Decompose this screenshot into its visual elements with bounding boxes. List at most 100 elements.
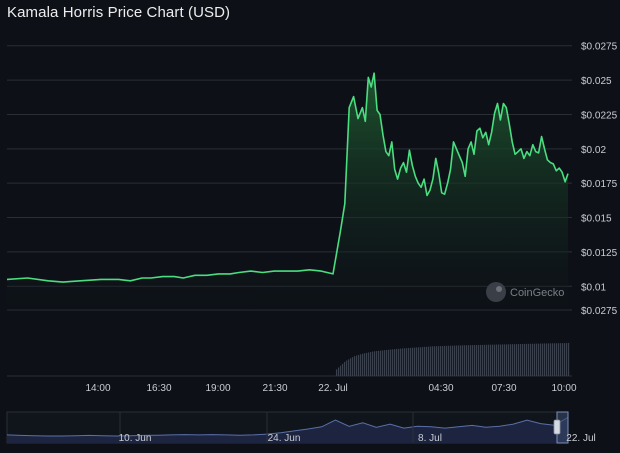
volume-bar bbox=[467, 345, 470, 376]
volume-bar bbox=[435, 346, 438, 376]
volume-bar bbox=[555, 343, 558, 376]
volume-bar bbox=[409, 347, 412, 376]
volume-bar bbox=[415, 347, 418, 376]
y-tick-label: $0.015 bbox=[581, 214, 612, 225]
volume-bar bbox=[471, 345, 474, 376]
volume-bar bbox=[353, 356, 356, 376]
x-tick-label: 19:00 bbox=[205, 383, 230, 394]
volume-bar bbox=[517, 344, 520, 376]
volume-bar bbox=[367, 352, 370, 376]
volume-bar bbox=[417, 347, 420, 376]
volume-bar bbox=[357, 354, 360, 376]
volume-bar bbox=[463, 345, 466, 376]
volume-bar bbox=[413, 347, 416, 376]
volume-bar bbox=[503, 344, 506, 376]
volume-bar bbox=[389, 349, 392, 376]
volume-bar bbox=[391, 349, 394, 376]
volume-bar bbox=[485, 344, 488, 376]
volume-bar bbox=[455, 345, 458, 376]
volume-bar bbox=[349, 358, 352, 376]
volume-bar bbox=[447, 345, 450, 376]
y-tick-label: $0.0175 bbox=[581, 179, 618, 190]
range-navigator[interactable]: 10. Jun 24. Jun 8. Jul 22. Jul bbox=[6, 411, 596, 444]
volume-bar bbox=[403, 348, 406, 376]
volume-bar bbox=[501, 344, 504, 376]
volume-bar bbox=[531, 343, 534, 376]
volume-bar bbox=[481, 344, 484, 376]
volume-bar bbox=[339, 365, 342, 376]
navigator-handle-left[interactable] bbox=[553, 419, 561, 435]
volume-bar bbox=[465, 345, 468, 376]
volume-bar bbox=[341, 363, 344, 376]
volume-bar bbox=[355, 355, 358, 376]
volume-bar bbox=[461, 345, 464, 376]
x-tick-label: 07:30 bbox=[491, 383, 516, 394]
price-line bbox=[6, 72, 569, 283]
navigator-tick-label: 24. Jun bbox=[268, 433, 301, 444]
volume-bar bbox=[497, 344, 500, 376]
x-tick-label: 22. Jul bbox=[318, 383, 347, 394]
volume-bar bbox=[557, 343, 560, 376]
price-area-fill bbox=[7, 73, 568, 310]
volume-bar bbox=[371, 351, 374, 376]
volume-bar bbox=[505, 344, 508, 376]
volume-bar bbox=[347, 359, 350, 376]
coingecko-watermark: CoinGecko bbox=[486, 282, 564, 302]
volume-bar bbox=[401, 348, 404, 376]
volume-bar bbox=[459, 345, 462, 376]
volume-bar bbox=[487, 344, 490, 376]
volume-bar bbox=[561, 343, 564, 376]
volume-bar bbox=[509, 344, 512, 376]
volume-bar bbox=[385, 349, 388, 376]
volume-bar bbox=[551, 343, 554, 376]
volume-bar bbox=[359, 354, 362, 376]
volume-bar bbox=[379, 350, 382, 376]
volume-bar bbox=[425, 346, 428, 376]
volume-bar bbox=[343, 361, 346, 376]
volume-bar bbox=[427, 346, 430, 376]
volume-bar bbox=[567, 343, 570, 376]
volume-bar bbox=[369, 352, 372, 376]
volume-bar bbox=[453, 345, 456, 376]
chart-title: Kamala Horris Price Chart (USD) bbox=[7, 4, 231, 21]
volume-bar bbox=[393, 349, 396, 376]
volume-bar bbox=[421, 347, 424, 376]
x-tick-label: 16:30 bbox=[146, 383, 171, 394]
price-series-line bbox=[6, 72, 569, 283]
volume-bar bbox=[525, 343, 528, 376]
volume-bar bbox=[519, 344, 522, 376]
volume-bar bbox=[411, 347, 414, 376]
volume-bar bbox=[395, 348, 398, 376]
navigator-line bbox=[6, 416, 569, 437]
volume-bar bbox=[479, 344, 482, 376]
volume-bar bbox=[547, 343, 550, 376]
volume-bar bbox=[431, 346, 434, 376]
volume-bar bbox=[381, 350, 384, 376]
volume-bar bbox=[535, 343, 538, 376]
volume-bar bbox=[541, 343, 544, 376]
volume-bar bbox=[441, 345, 444, 376]
volume-bar bbox=[511, 344, 514, 376]
y-tick-label: $0.0125 bbox=[581, 248, 618, 259]
y-tick-label: $0.0225 bbox=[581, 110, 618, 121]
volume-bar bbox=[521, 343, 524, 376]
x-axis-ticks: 14:00 16:30 19:00 21:30 22. Jul 04:30 07:30 10:… bbox=[85, 383, 576, 394]
volume-bars bbox=[335, 343, 570, 376]
y-tick-label: $0.02 bbox=[581, 145, 606, 156]
volume-bar bbox=[477, 344, 480, 376]
volume-bar bbox=[515, 344, 518, 376]
volume-bar bbox=[429, 346, 432, 376]
x-tick-label: 14:00 bbox=[85, 383, 110, 394]
volume-bar bbox=[469, 345, 472, 376]
volume-bar bbox=[443, 345, 446, 376]
volume-bar bbox=[383, 350, 386, 376]
volume-bar bbox=[423, 346, 426, 376]
volume-bar bbox=[387, 349, 390, 376]
navigator-tick-label: 8. Jul bbox=[418, 433, 442, 444]
volume-bar bbox=[475, 345, 478, 376]
coingecko-logo-icon bbox=[486, 282, 506, 302]
y-axis-ticks: $0.01 $0.0125 $0.015 $0.0175 $0.02 $0.0225 $0.… bbox=[581, 42, 618, 317]
volume-bar bbox=[523, 343, 526, 376]
volume-bar bbox=[545, 343, 548, 376]
